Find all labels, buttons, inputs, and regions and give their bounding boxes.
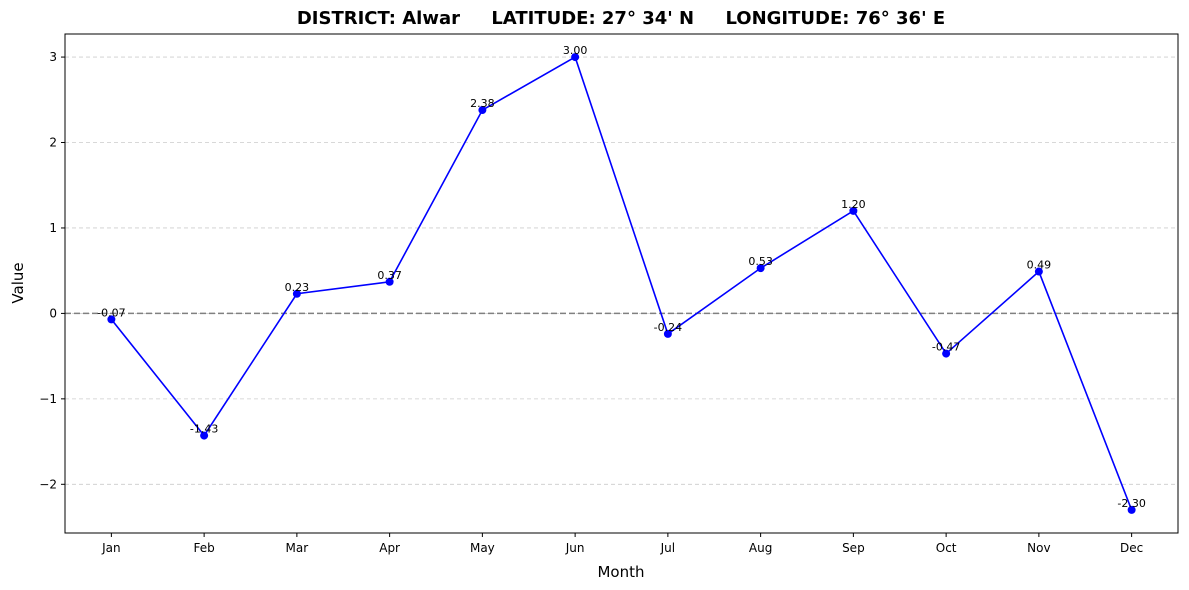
x-tick-label: May — [470, 541, 495, 555]
x-tick-label: Apr — [379, 541, 400, 555]
data-label: -0.07 — [97, 306, 125, 319]
data-label: 0.53 — [748, 255, 773, 268]
data-point — [849, 206, 858, 215]
data-label: 0.37 — [377, 269, 402, 282]
data-point — [756, 264, 765, 273]
y-tick-label: 1 — [49, 221, 57, 235]
plot-area-frame — [64, 33, 1179, 534]
y-tick-label: 3 — [49, 50, 57, 64]
x-tick-label: Oct — [936, 541, 957, 555]
y-axis-ticks: −2 −1 0 1 2 3 — [39, 50, 65, 491]
x-tick-label: Jul — [660, 541, 675, 555]
data-label: -1.43 — [190, 423, 218, 436]
y-axis-label: Value — [9, 262, 27, 303]
x-tick-label: Sep — [842, 541, 865, 555]
data-point — [107, 315, 116, 324]
data-point — [478, 106, 487, 115]
x-tick-label: Feb — [194, 541, 215, 555]
series-line — [110, 55, 1133, 511]
data-label: 0.23 — [285, 281, 310, 294]
data-label: -0.24 — [654, 321, 682, 334]
x-tick-label: Dec — [1120, 541, 1143, 555]
x-tick-label: Jan — [101, 541, 121, 555]
data-point — [663, 329, 672, 338]
x-tick-label: Aug — [749, 541, 772, 555]
x-tick-label: Mar — [286, 541, 309, 555]
y-tick-label: 2 — [49, 136, 57, 150]
data-label: 3.00 — [563, 44, 588, 57]
y-tick-label: −2 — [39, 477, 57, 491]
data-point — [292, 289, 301, 298]
y-tick-label: −1 — [39, 392, 57, 406]
data-point — [1127, 505, 1136, 514]
x-axis-label: Month — [597, 563, 644, 581]
data-point — [200, 431, 209, 440]
data-label: -0.47 — [932, 341, 960, 354]
series-line-group: -0.07 -1.43 0.23 0.37 2.38 3.00 -0.24 0.53 1.20 -… — [97, 44, 1146, 514]
data-label: 1.20 — [841, 198, 866, 211]
data-point — [571, 53, 580, 62]
x-axis-ticks: Jan Feb Mar Apr May Jun Jul Aug Sep Oct Nov Dec — [101, 533, 1143, 555]
data-point — [942, 349, 951, 358]
x-tick-label: Nov — [1027, 541, 1050, 555]
data-point — [385, 277, 394, 286]
x-tick-label: Jun — [565, 541, 585, 555]
data-label: 0.49 — [1027, 259, 1052, 272]
data-label: 2.38 — [470, 97, 495, 110]
data-point — [1034, 267, 1043, 276]
y-gridlines — [65, 56, 1178, 485]
chart-title: DISTRICT: Alwar LATITUDE: 27° 34' N LONG… — [297, 8, 945, 29]
y-tick-label: 0 — [49, 306, 57, 320]
data-label: -2.30 — [1117, 497, 1145, 510]
